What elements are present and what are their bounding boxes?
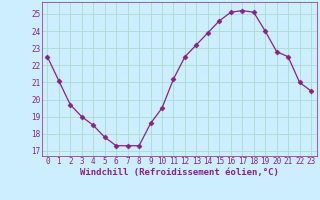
X-axis label: Windchill (Refroidissement éolien,°C): Windchill (Refroidissement éolien,°C) (80, 168, 279, 177)
